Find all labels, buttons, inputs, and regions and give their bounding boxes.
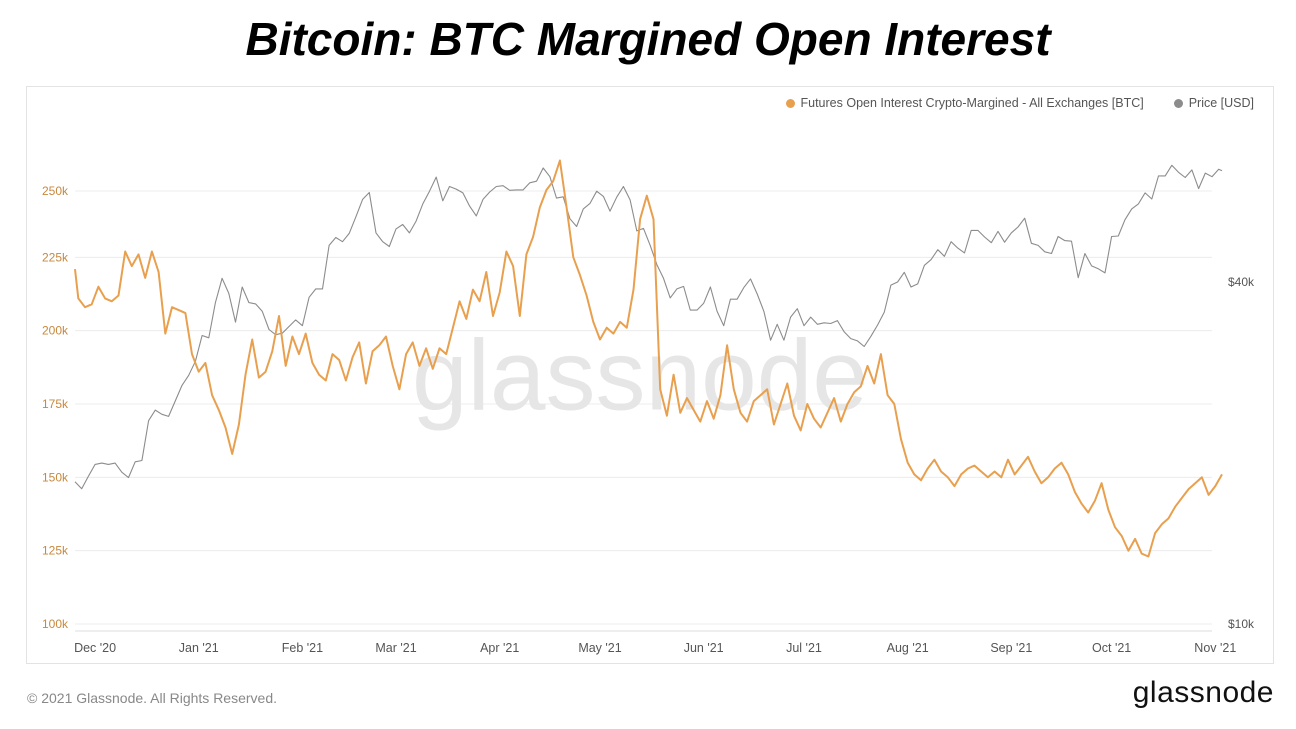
- y-left-tick-label: 250k: [42, 184, 69, 198]
- x-tick-label: Sep '21: [990, 641, 1032, 655]
- x-tick-label: Jul '21: [786, 641, 822, 655]
- y-axis-left: 100k 125k 150k 175k 200k 225k 250k: [42, 184, 69, 631]
- x-tick-label: Nov '21: [1194, 641, 1236, 655]
- y-left-tick-label: 150k: [42, 470, 69, 484]
- legend-item-price[interactable]: Price [USD]: [1173, 96, 1254, 110]
- y-left-tick-label: 125k: [42, 544, 69, 558]
- y-left-tick-label: 175k: [42, 397, 69, 411]
- x-tick-label: Feb '21: [282, 641, 323, 655]
- legend-label-price: Price [USD]: [1188, 96, 1254, 110]
- price-line: [74, 164, 1223, 490]
- y-left-tick-label: 100k: [42, 617, 69, 631]
- y-left-tick-label: 225k: [42, 250, 69, 264]
- x-tick-label: Jan '21: [179, 641, 219, 655]
- x-tick-label: Apr '21: [480, 641, 519, 655]
- x-tick-label: Mar '21: [375, 641, 416, 655]
- y-left-tick-label: 200k: [42, 324, 69, 338]
- series-lines: [74, 159, 1223, 558]
- legend-swatch-open-interest: [785, 98, 795, 108]
- x-axis: Dec '20 Jan '21 Feb '21 Mar '21 Apr '21 May '…: [74, 641, 1236, 655]
- x-tick-label: May '21: [578, 641, 621, 655]
- x-tick-label: Dec '20: [74, 641, 116, 655]
- legend-swatch-price: [1173, 98, 1183, 108]
- legend: Futures Open Interest Crypto-Margined - …: [785, 96, 1254, 110]
- x-tick-label: Aug '21: [887, 641, 929, 655]
- x-tick-label: Oct '21: [1092, 641, 1131, 655]
- glassnode-logo: glassnode: [1132, 676, 1274, 709]
- y-right-tick-label: $40k: [1228, 275, 1255, 289]
- copyright-footer: © 2021 Glassnode. All Rights Reserved.: [27, 690, 278, 706]
- chart-title: Bitcoin: BTC Margined Open Interest: [245, 13, 1051, 65]
- watermark-text: glassnode: [412, 319, 868, 431]
- gridlines: [75, 190, 1212, 632]
- y-axis-right: $10k $40k: [1228, 275, 1255, 631]
- legend-label-open-interest: Futures Open Interest Crypto-Margined - …: [800, 96, 1144, 110]
- x-tick-label: Jun '21: [684, 641, 724, 655]
- open-interest-line: [74, 159, 1223, 558]
- y-right-tick-label: $10k: [1228, 617, 1255, 631]
- legend-item-open-interest[interactable]: Futures Open Interest Crypto-Margined - …: [785, 96, 1144, 110]
- chart-panel: [26, 86, 1274, 664]
